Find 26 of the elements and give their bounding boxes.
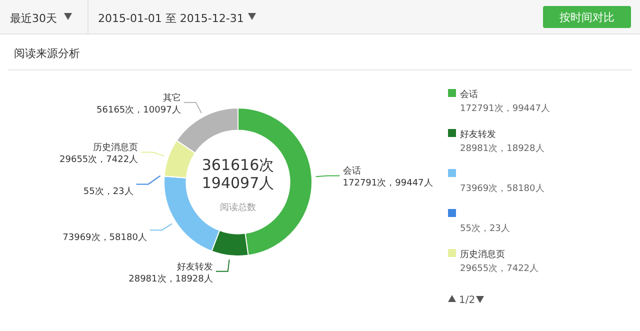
text: 2015-01-01 至 2015-12-31	[98, 12, 244, 25]
data-label: 172791次，99447人	[342, 178, 433, 189]
slice-label: 好友转发	[176, 261, 213, 272]
text: 172791次，99447人	[460, 104, 550, 114]
text: 194097人	[202, 174, 274, 192]
legend-label: 好友转发	[460, 129, 496, 140]
data-label: 55次，23人	[83, 186, 134, 198]
text: 阅读总数	[220, 202, 256, 213]
text: 361616次	[202, 156, 274, 174]
text: 最近30天	[10, 12, 57, 25]
data-label: 28981次，18928人	[128, 273, 213, 284]
text: 1/2	[459, 295, 476, 306]
text: 按时间对比	[560, 11, 614, 24]
data-label: 29655次，7422人	[60, 154, 138, 166]
slice-label: 历史消息页	[93, 142, 138, 154]
text: 29655次，7422人	[460, 264, 539, 274]
text: 73969次，58180人	[460, 184, 544, 194]
text: 55次，23人	[460, 224, 510, 234]
text: 28981次，18928人	[460, 144, 544, 154]
data-label: 73969次，58180人	[62, 232, 147, 244]
legend-label: 会话	[460, 89, 478, 100]
data-label: 56165次，10097人	[96, 104, 181, 116]
slice-label: 其它	[162, 92, 181, 104]
chart-title: 阅读来源分析	[14, 47, 80, 60]
slice-label: 会话	[342, 166, 361, 177]
legend-label: 历史消息页	[460, 249, 505, 260]
